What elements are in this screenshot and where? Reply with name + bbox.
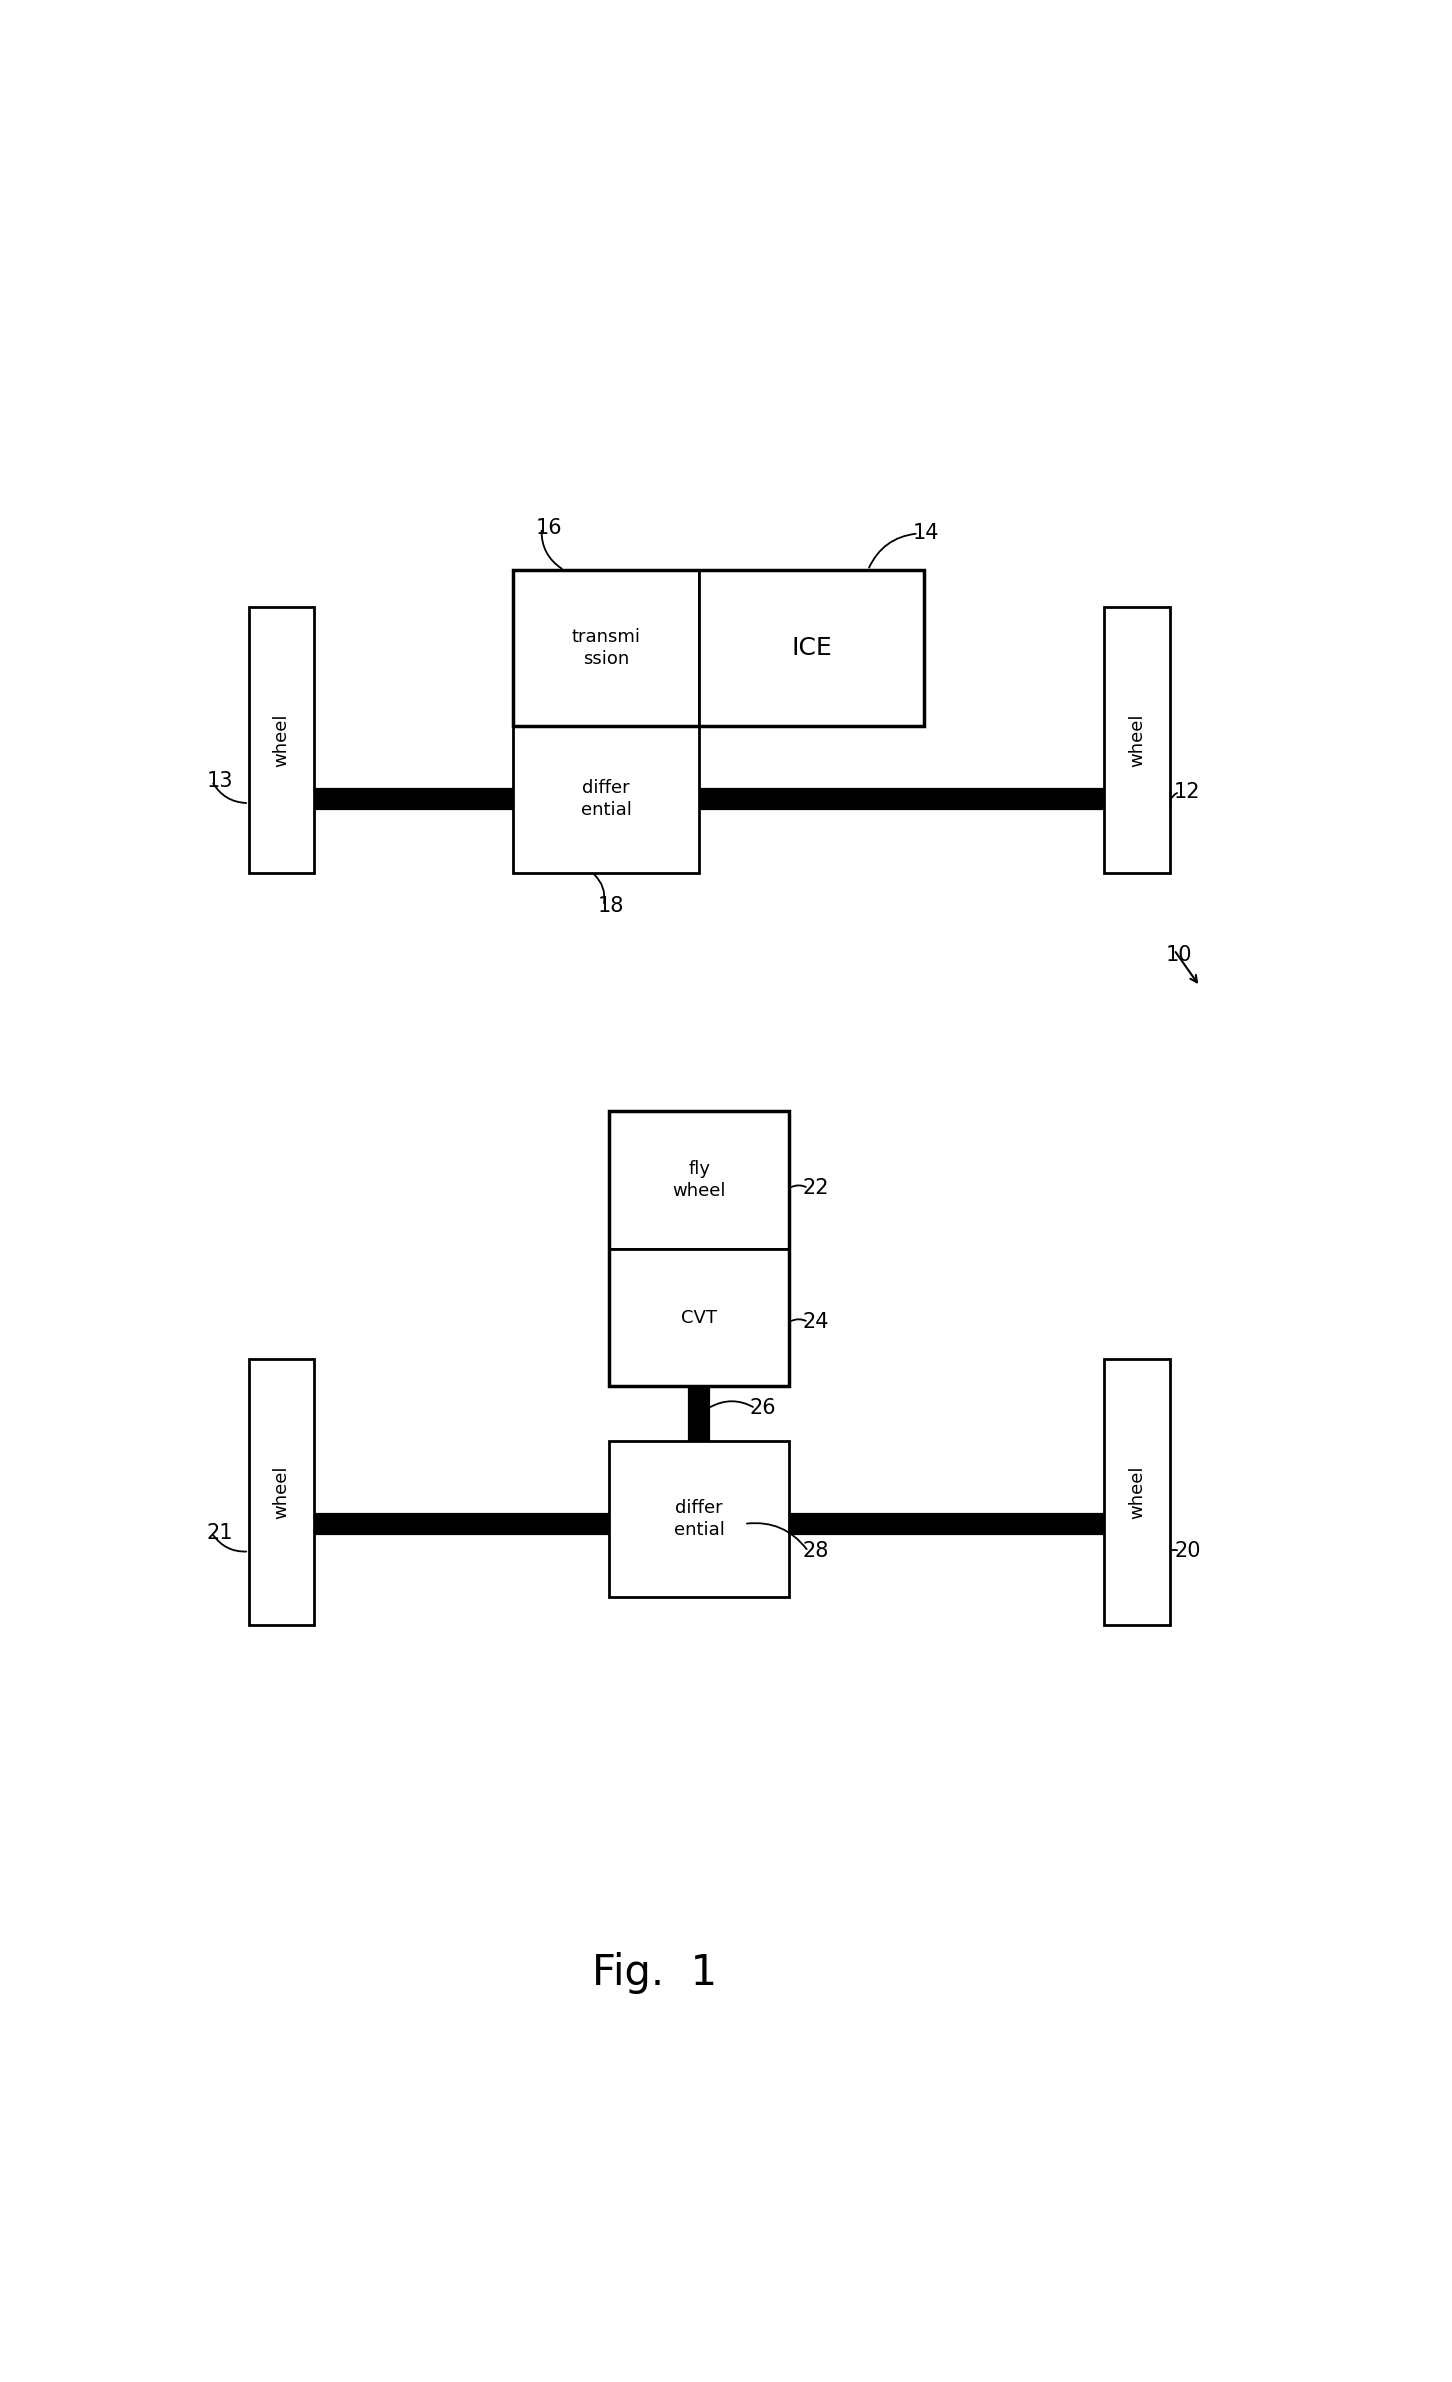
Text: differ
ential: differ ential (674, 1498, 725, 1539)
Bar (610, 1441, 790, 1598)
Text: 21: 21 (206, 1522, 232, 1544)
Bar (1104, 1358, 1169, 1625)
Text: ICE: ICE (791, 636, 832, 660)
Text: 22: 22 (803, 1179, 829, 1198)
Text: 26: 26 (749, 1398, 777, 1417)
Text: fly
wheel: fly wheel (672, 1160, 726, 1201)
Text: 13: 13 (206, 772, 232, 791)
Text: differ
ential: differ ential (581, 779, 632, 819)
Bar (700, 569, 925, 727)
Bar (250, 1358, 314, 1625)
Text: 24: 24 (803, 1312, 829, 1332)
Bar (514, 569, 700, 727)
Bar (610, 1110, 790, 1386)
Text: 14: 14 (913, 524, 939, 543)
Text: wheel: wheel (1128, 1465, 1146, 1520)
Bar (514, 569, 923, 727)
Bar (610, 1112, 790, 1248)
Text: Fig.  1: Fig. 1 (591, 1953, 717, 1994)
Bar (250, 607, 314, 872)
Text: 20: 20 (1175, 1541, 1201, 1560)
Text: 10: 10 (1166, 946, 1192, 965)
Text: 28: 28 (803, 1541, 829, 1560)
Bar (514, 727, 700, 872)
Text: transmi
ssion: transmi ssion (572, 629, 640, 669)
Text: wheel: wheel (273, 712, 290, 767)
Text: 18: 18 (598, 896, 624, 915)
Text: CVT: CVT (681, 1308, 717, 1327)
Text: 16: 16 (536, 517, 562, 538)
Bar (1104, 607, 1169, 872)
Text: wheel: wheel (1128, 712, 1146, 767)
Bar (610, 1248, 790, 1386)
Text: wheel: wheel (273, 1465, 290, 1520)
Text: 12: 12 (1175, 781, 1201, 803)
